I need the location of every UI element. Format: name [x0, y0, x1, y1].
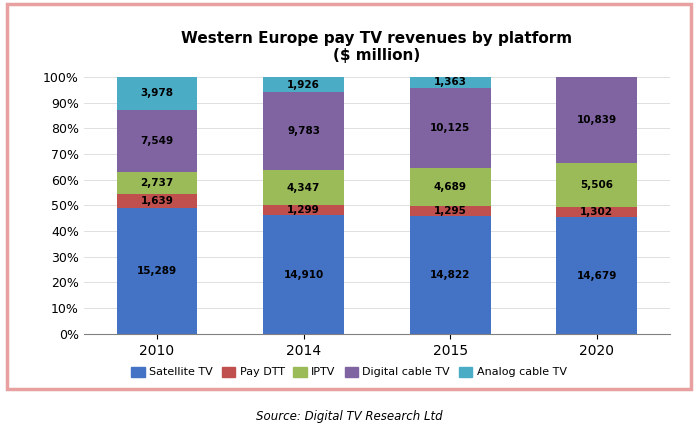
Text: 1,926: 1,926 [287, 80, 320, 90]
Text: 1,302: 1,302 [580, 207, 614, 217]
Bar [556, 217, 637, 334]
Legend: Satellite TV, Pay DTT, IPTV, Digital cable TV, Analog cable TV: Satellite TV, Pay DTT, IPTV, Digital cab… [127, 362, 571, 382]
Bar [263, 77, 344, 92]
Bar [117, 194, 198, 208]
Text: 7,549: 7,549 [140, 136, 174, 146]
Bar [117, 208, 198, 334]
Text: 14,822: 14,822 [430, 270, 470, 280]
Bar [410, 88, 491, 168]
Bar [263, 92, 344, 170]
Bar [263, 215, 344, 334]
Bar [410, 206, 491, 216]
Bar [117, 172, 198, 194]
Text: 14,679: 14,679 [577, 270, 617, 280]
Text: Source: Digital TV Research Ltd: Source: Digital TV Research Ltd [255, 410, 443, 423]
Bar [556, 77, 637, 163]
Bar [410, 216, 491, 334]
Text: 14,910: 14,910 [283, 270, 324, 279]
Text: 1,299: 1,299 [288, 205, 320, 215]
Text: 4,347: 4,347 [287, 182, 320, 193]
Bar [263, 170, 344, 205]
Bar [117, 77, 198, 110]
Bar [263, 205, 344, 215]
Bar [556, 207, 637, 217]
Text: 10,125: 10,125 [430, 123, 470, 133]
Text: 15,289: 15,289 [137, 266, 177, 276]
Title: Western Europe pay TV revenues by platform
($ million): Western Europe pay TV revenues by platfo… [181, 31, 572, 63]
Bar [410, 77, 491, 88]
Text: 4,689: 4,689 [433, 182, 467, 192]
Text: 2,737: 2,737 [140, 178, 174, 188]
Text: 10,839: 10,839 [577, 115, 617, 125]
Text: 1,363: 1,363 [433, 77, 467, 87]
Text: 5,506: 5,506 [580, 180, 614, 190]
Text: 1,639: 1,639 [140, 196, 174, 206]
Bar [117, 110, 198, 172]
Text: 1,295: 1,295 [433, 206, 467, 216]
Text: 3,978: 3,978 [140, 89, 174, 98]
Text: 9,783: 9,783 [287, 126, 320, 136]
Bar [410, 168, 491, 206]
Bar [556, 163, 637, 207]
